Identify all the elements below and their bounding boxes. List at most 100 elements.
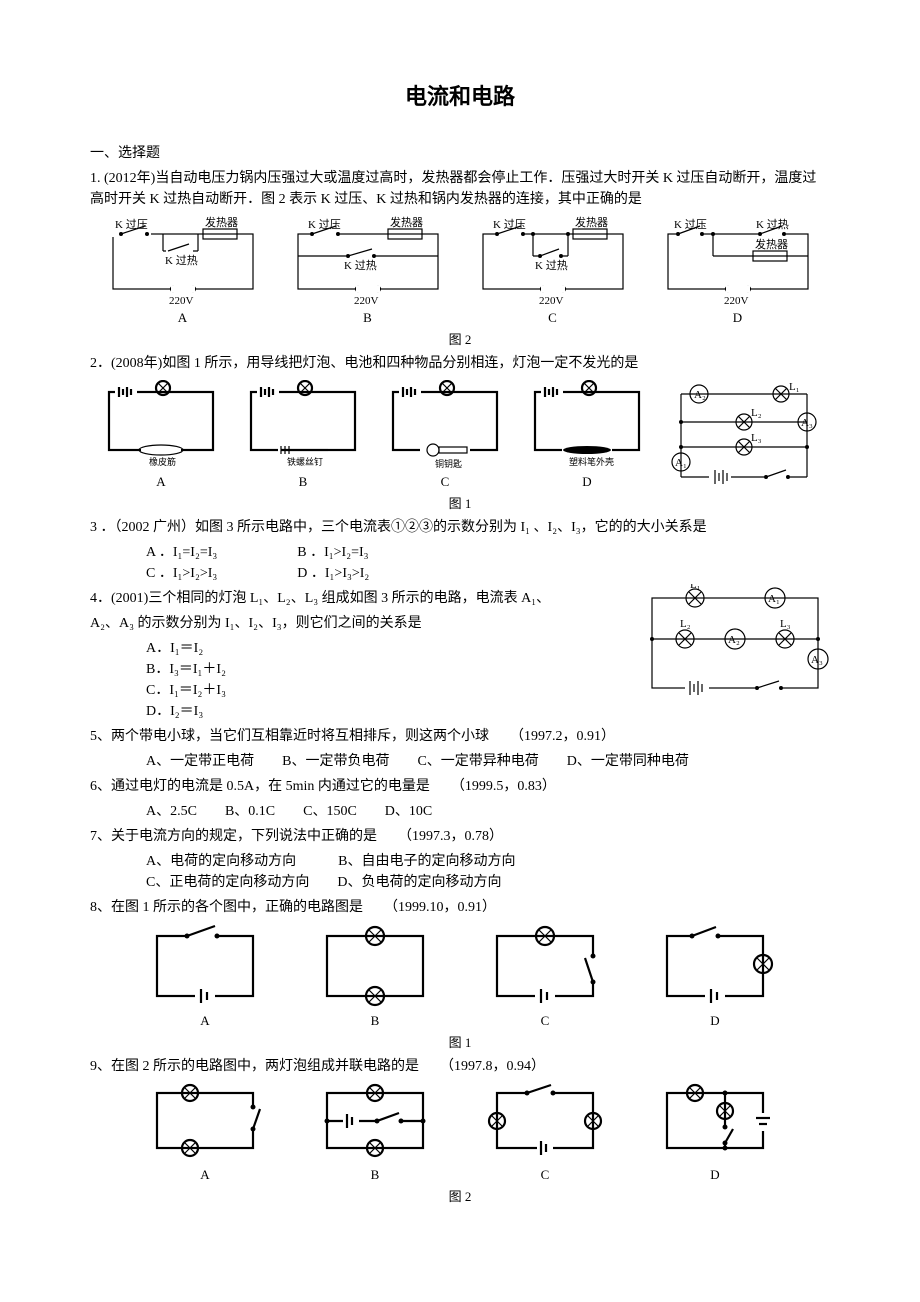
q4-opt-d: D．I₂＝I₃ xyxy=(146,701,620,722)
svg-text:K 过压: K 过压 xyxy=(115,218,148,231)
question-5: 5、两个带电小球，当它们互相靠近时将互相排斥，则这两个小球 （1997.2，0.… xyxy=(90,726,830,747)
svg-text:K 过热: K 过热 xyxy=(756,218,789,231)
svg-text:L₁: L₁ xyxy=(690,584,701,591)
svg-text:A₃: A₃ xyxy=(811,654,823,666)
svg-text:塑料笔外壳: 塑料笔外壳 xyxy=(569,456,614,467)
q8-figures: A B C xyxy=(90,924,830,1031)
q7-options-1: A、电荷的定向移动方向 B、自由电子的定向移动方向 xyxy=(146,851,830,872)
svg-text:L₃: L₃ xyxy=(780,618,791,630)
question-1: 1. (2012年)当自动电压力锅内压强过大或温度过高时，发热器都会停止工作．压… xyxy=(90,168,830,210)
question-4-line1: 4．(2001)三个相同的灯泡 L₁、L₂、L₃ 组成如图 3 所示的电路，电流… xyxy=(90,588,620,609)
q2-cap-d: D xyxy=(527,472,647,492)
svg-text:发热器: 发热器 xyxy=(390,216,423,229)
svg-text:发热器: 发热器 xyxy=(575,216,608,229)
section-heading: 一、选择题 xyxy=(90,143,830,164)
svg-text:铜钥匙: 铜钥匙 xyxy=(435,458,462,469)
question-3: 3 ．（2002 广州）如图 3 所示电路中，三个电流表①②③的示数分别为 I₁… xyxy=(90,517,830,538)
q4-opt-b: B．I₃＝I₁＋I₂ xyxy=(146,659,620,680)
svg-text:发热器: 发热器 xyxy=(205,216,238,229)
q8-fig-b xyxy=(315,924,435,1009)
q8-fig-label: 图 1 xyxy=(90,1033,830,1053)
q8-fig-d xyxy=(655,924,775,1009)
q1-cap-c: C xyxy=(473,308,633,328)
q9-cap-c: C xyxy=(485,1165,605,1185)
q2-cap-b: B xyxy=(243,472,363,492)
q1-fig-d: K 过压 K 过热 发热器 220V xyxy=(658,216,818,306)
q4-circuit: L₁ A₁ L₂ A₂ L₃ A₃ xyxy=(640,584,830,704)
q1-fig-c: K 过压 发热器 K 过热 220V xyxy=(473,216,633,306)
q4-opt-c: C．I₁＝I₂＋I₃ xyxy=(146,680,620,701)
svg-text:K 过压: K 过压 xyxy=(308,218,341,231)
svg-text:L₃: L₃ xyxy=(751,432,762,444)
q1-fig-a: K 过压 发热器 K 过热 220V xyxy=(103,216,263,306)
svg-text:A₃: A₃ xyxy=(801,417,813,429)
question-8: 8、在图 1 所示的各个图中，正确的电路图是 （1999.10，0.91） xyxy=(90,897,830,918)
q9-fig-a xyxy=(145,1083,265,1163)
q3-side-circuit: L₁ A₂ L₂ A₃ L₃ A₁ xyxy=(669,382,819,492)
q8-fig-c xyxy=(485,924,605,1009)
q2-fig-b: 铁螺丝钉 xyxy=(243,380,363,470)
svg-text:220V: 220V xyxy=(539,295,564,306)
q1-fig-label: 图 2 xyxy=(90,330,830,350)
svg-text:L₂: L₂ xyxy=(680,618,691,630)
q1-cap-d: D xyxy=(658,308,818,328)
q3-opt-c: C ．I₁>I₂>I₃ xyxy=(146,563,217,584)
svg-text:铁螺丝钉: 铁螺丝钉 xyxy=(287,456,323,467)
question-2: 2．(2008年)如图 1 所示，用导线把灯泡、电池和四种物品分别相连，灯泡一定… xyxy=(90,353,830,374)
q9-fig-label: 图 2 xyxy=(90,1187,830,1207)
svg-text:发热器: 发热器 xyxy=(755,237,788,251)
q8-cap-b: B xyxy=(315,1011,435,1031)
svg-text:A₁: A₁ xyxy=(675,457,687,469)
q2-cap-a: A xyxy=(101,472,221,492)
svg-text:A₂: A₂ xyxy=(694,389,706,401)
q9-cap-b: B xyxy=(315,1165,435,1185)
q3-opt-d: D ．I₁>I₃>I₂ xyxy=(297,563,369,584)
svg-text:K 过热: K 过热 xyxy=(535,259,568,272)
svg-text:橡皮筋: 橡皮筋 xyxy=(149,456,176,467)
svg-text:K 过压: K 过压 xyxy=(493,218,526,231)
q3-options: A ．I₁=I₂=I₃ B ．I₁>I₂=I₃ xyxy=(146,542,830,563)
q2-fig-a: 橡皮筋 xyxy=(101,380,221,470)
q4-opt-a: A．I₁＝I₂ xyxy=(146,638,620,659)
q6-options: A、2.5C B、0.1C C、150C D、10C xyxy=(146,801,830,822)
q2-cap-c: C xyxy=(385,472,505,492)
q9-fig-c xyxy=(485,1083,605,1163)
q9-fig-d xyxy=(655,1083,775,1163)
question-7: 7、关于电流方向的规定，下列说法中正确的是 （1997.3，0.78） xyxy=(90,826,830,847)
q7-options-2: C、正电荷的定向移动方向 D、负电荷的定向移动方向 xyxy=(146,872,830,893)
question-9: 9、在图 2 所示的电路图中，两灯泡组成并联电路的是 （1997.8，0.94） xyxy=(90,1056,830,1077)
q2-figures: 橡皮筋 A 铁螺丝钉 B 铜钥匙 C xyxy=(90,380,830,492)
q9-cap-d: D xyxy=(655,1165,775,1185)
svg-text:220V: 220V xyxy=(354,295,379,306)
q1-fig-b: K 过压 发热器 K 过热 220V xyxy=(288,216,448,306)
q8-cap-a: A xyxy=(145,1011,265,1031)
q1-cap-a: A xyxy=(103,308,263,328)
q3-options-2: C ．I₁>I₂>I₃ D ．I₁>I₃>I₂ xyxy=(146,563,830,584)
q2-fig-c: 铜钥匙 xyxy=(385,380,505,470)
svg-text:L₂: L₂ xyxy=(751,407,762,419)
question-4-line2: A₂、A₃ 的示数分别为 I₁、I₂、I₃，则它们之间的关系是 xyxy=(90,613,620,634)
svg-text:K 过热: K 过热 xyxy=(165,254,198,267)
q9-cap-a: A xyxy=(145,1165,265,1185)
svg-text:A₂: A₂ xyxy=(728,634,740,646)
q3-opt-b: B ．I₁>I₂=I₃ xyxy=(297,542,368,563)
svg-text:A₁: A₁ xyxy=(768,593,780,605)
q8-cap-c: C xyxy=(485,1011,605,1031)
svg-text:K 过热: K 过热 xyxy=(344,259,377,272)
q8-fig-a xyxy=(145,924,265,1009)
question-6: 6、通过电灯的电流是 0.5A，在 5min 内通过它的电量是 （1999.5，… xyxy=(90,776,830,797)
svg-text:220V: 220V xyxy=(724,295,749,306)
svg-text:K 过压: K 过压 xyxy=(674,218,707,231)
q8-cap-d: D xyxy=(655,1011,775,1031)
q9-figures: A B xyxy=(90,1083,830,1185)
svg-text:L₁: L₁ xyxy=(789,382,800,393)
q3-opt-a: A ．I₁=I₂=I₃ xyxy=(146,542,217,563)
q1-figures: K 过压 发热器 K 过热 220V A K 过压 发热 xyxy=(90,216,830,328)
q5-options: A、一定带正电荷 B、一定带负电荷 C、一定带异种电荷 D、一定带同种电荷 xyxy=(146,751,830,772)
q9-fig-b xyxy=(315,1083,435,1163)
svg-text:220V: 220V xyxy=(169,295,194,306)
q2-fig-d: 塑料笔外壳 xyxy=(527,380,647,470)
q1-cap-b: B xyxy=(288,308,448,328)
page-title: 电流和电路 xyxy=(90,80,830,113)
q2-fig-label: 图 1 xyxy=(90,494,830,514)
